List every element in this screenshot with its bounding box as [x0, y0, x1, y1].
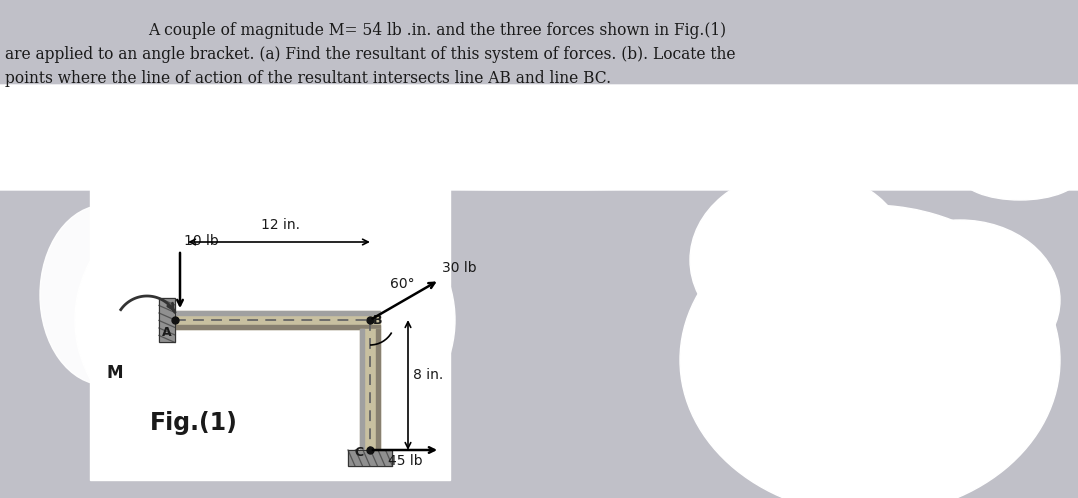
Text: 8 in.: 8 in.	[413, 368, 443, 382]
Bar	[158, 298, 175, 342]
Bar	[376, 329, 381, 450]
Bar	[360, 329, 364, 450]
Text: 10 lb: 10 lb	[184, 234, 219, 248]
Text: 45 lb: 45 lb	[388, 454, 423, 468]
Text: A couple of magnitude M= 54 lb .in. and the three forces shown in Fig.(1): A couple of magnitude M= 54 lb .in. and …	[148, 22, 727, 39]
Bar	[360, 329, 381, 450]
Text: points where the line of action of the resultant intersects line AB and line BC.: points where the line of action of the r…	[5, 70, 611, 87]
Text: 12 in.: 12 in.	[261, 218, 300, 232]
Bar	[348, 450, 392, 466]
Text: M: M	[107, 364, 124, 382]
Text: A: A	[162, 326, 171, 339]
Text: are applied to an angle bracket. (a) Find the resultant of this system of forces: are applied to an angle bracket. (a) Fin…	[5, 46, 735, 63]
Text: 60°: 60°	[390, 277, 415, 291]
Ellipse shape	[75, 170, 455, 470]
Text: Fig.(1): Fig.(1)	[150, 411, 238, 435]
Text: 30 lb: 30 lb	[442, 261, 476, 275]
Bar	[175, 311, 381, 329]
Bar	[175, 311, 381, 315]
Ellipse shape	[10, 91, 390, 165]
Ellipse shape	[860, 220, 1060, 380]
Bar	[348, 450, 392, 466]
FancyBboxPatch shape	[0, 85, 1078, 190]
Ellipse shape	[680, 205, 1060, 498]
Ellipse shape	[89, 120, 990, 190]
Bar	[175, 325, 381, 329]
Ellipse shape	[40, 205, 170, 385]
Text: B: B	[373, 314, 383, 327]
Ellipse shape	[960, 150, 1078, 200]
Text: C: C	[354, 446, 363, 459]
Ellipse shape	[690, 170, 910, 350]
Bar	[158, 298, 175, 342]
Bar	[89, 150, 450, 480]
